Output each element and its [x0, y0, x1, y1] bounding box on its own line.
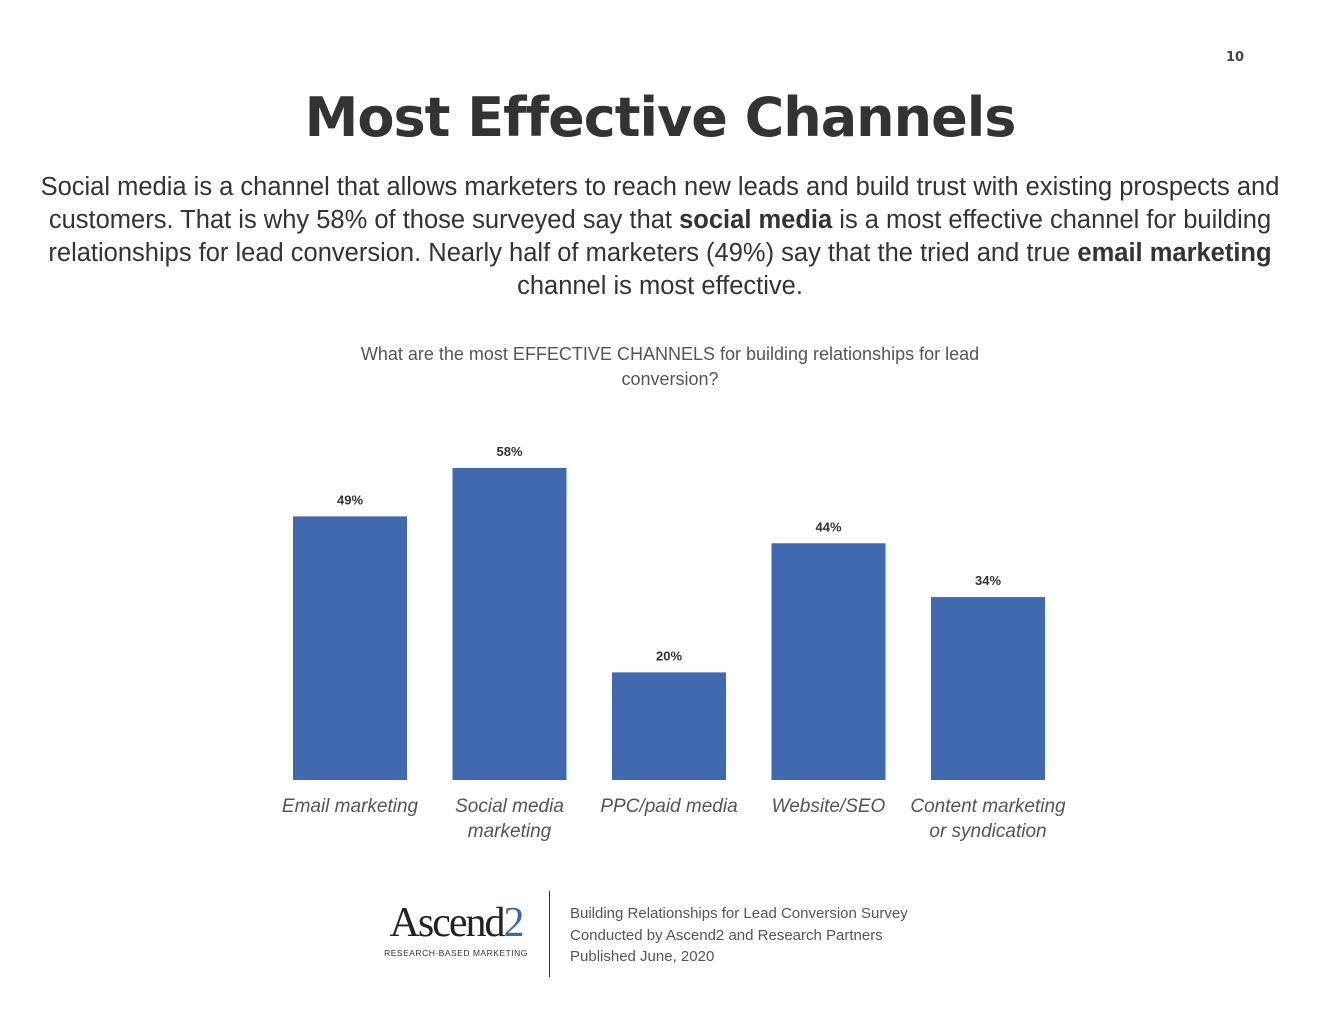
chart-title: What are the most EFFECTIVE CHANNELS for… — [360, 344, 980, 389]
data-label: 44% — [815, 519, 841, 534]
bar — [931, 597, 1045, 780]
ascend2-logo: Ascend2 RESEARCH-BASED MARKETING — [370, 900, 542, 959]
bar — [771, 543, 886, 780]
page-number: 10 — [1225, 50, 1245, 65]
intro-text: Social media is a channel that allows ma… — [40, 173, 1280, 234]
category-label: PPC/paid media — [600, 796, 737, 817]
category-label: Website/SEO — [772, 796, 886, 817]
intro-bold: social media — [679, 206, 833, 234]
page-title: Most Effective Channels — [304, 86, 1017, 149]
data-label: 49% — [337, 492, 363, 507]
category-label: Email marketing — [282, 796, 419, 817]
bar — [612, 672, 726, 780]
intro-text: is a most effective channel for building… — [48, 206, 1272, 267]
category-label: Social media — [455, 796, 564, 817]
logo-text: Ascend — [389, 900, 506, 946]
footer-credits: Building Relationships for Lead Conversi… — [570, 903, 908, 968]
intro-bold: email marketing — [1077, 239, 1272, 267]
intro-text: channel is most effective. — [517, 272, 803, 300]
footer-divider — [549, 891, 550, 977]
credit-line: Building Relationships for Lead Conversi… — [570, 905, 908, 922]
category-label: marketing — [468, 821, 552, 842]
credit-line: Conducted by Ascend2 and Research Partne… — [570, 926, 883, 944]
logo-tagline: RESEARCH-BASED MARKETING — [384, 948, 528, 958]
bar — [452, 467, 567, 780]
data-label: 34% — [975, 573, 1001, 588]
data-label: 20% — [656, 648, 682, 663]
category-label: or syndication — [929, 821, 1046, 842]
data-label: 58% — [496, 444, 522, 459]
category-label: Content marketing — [910, 796, 1066, 817]
bar — [293, 516, 407, 780]
credit-line: Published June, 2020 — [570, 948, 715, 965]
logo-number: 2 — [503, 900, 524, 946]
intro-paragraph: Social media is a channel that allows ma… — [20, 171, 1300, 303]
